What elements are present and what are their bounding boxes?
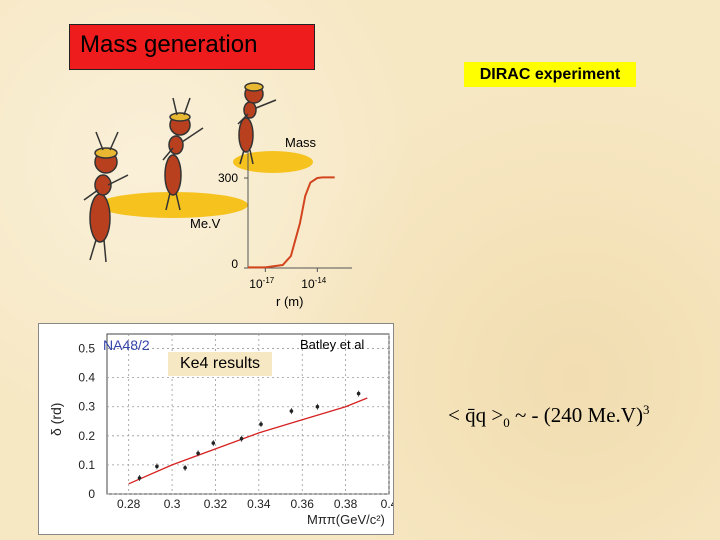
mass-chart: 0 300 10-17 10-14 xyxy=(218,150,352,291)
ant-right xyxy=(237,82,277,165)
phase-y-tick-label: 0.1 xyxy=(78,458,95,472)
mass-x-tick-label: 10-14 xyxy=(301,276,326,291)
batley-reference: Batley et al xyxy=(300,337,365,352)
condensate-relation: ~ - (240 Me.V) xyxy=(509,403,643,427)
mass-x-label: r (m) xyxy=(276,294,304,309)
condensate-open: < xyxy=(448,403,466,427)
phase-shift-chart: 0.28 0.3 0.32 0.34 0.36 0.38 0.4 0 0.1 0.2 0.3 0.4 0… xyxy=(48,333,393,527)
data-point xyxy=(315,404,320,409)
ant-left xyxy=(83,131,129,263)
data-point xyxy=(259,422,263,426)
ke4-results-label: Ke4 results xyxy=(168,352,272,376)
slide-title: Mass generation xyxy=(69,24,315,70)
condensate-exponent: 3 xyxy=(642,402,650,417)
data-point xyxy=(155,464,159,469)
phase-y-tick-label: 0.5 xyxy=(78,342,95,356)
phase-x-tick-label: 0.32 xyxy=(204,497,228,511)
dirac-experiment-label: DIRAC experiment xyxy=(464,62,636,87)
phase-y-tick-label: 0.3 xyxy=(78,400,95,414)
mass-x-tick-label: 10-17 xyxy=(249,276,274,291)
phase-x-tick-label: 0.34 xyxy=(247,497,271,511)
condensate-q: q xyxy=(475,403,487,427)
phase-y-tick-label: 0.4 xyxy=(78,371,95,385)
mass-y-tick-label: 0 xyxy=(231,257,238,271)
mass-y-unit: Me.V xyxy=(190,216,221,231)
data-point xyxy=(289,409,294,413)
phase-y-tick-label: 0 xyxy=(88,487,95,501)
mass-curve xyxy=(248,176,335,269)
data-point xyxy=(183,466,187,470)
quark-condensate-formula: < q̄q >0 ~ - (240 Me.V)3 xyxy=(448,402,708,442)
condensate-close: > xyxy=(486,403,504,427)
phase-x-tick-label: 0.36 xyxy=(291,497,315,511)
phase-x-label: Mππ(GeV/c²) xyxy=(307,512,385,527)
ground-patch-right xyxy=(233,151,313,173)
na48-legend-label: NA48/2 xyxy=(103,337,150,353)
phase-x-tick-label: 0.4 xyxy=(381,497,393,511)
data-point xyxy=(196,451,200,456)
phase-x-tick-label: 0.3 xyxy=(164,497,181,511)
condensate-subscript: 0 xyxy=(503,415,510,431)
mass-y-tick-label: 300 xyxy=(218,171,238,185)
phase-y-label: δ (rd) xyxy=(48,403,64,436)
data-point xyxy=(137,476,142,480)
fit-line xyxy=(128,397,368,485)
data-point xyxy=(239,436,244,441)
phase-x-tick-label: 0.38 xyxy=(334,497,358,511)
ant-illustration xyxy=(83,82,313,263)
mass-y-label: Mass xyxy=(285,135,317,150)
data-point xyxy=(211,441,216,445)
phase-x-tick-label: 0.28 xyxy=(117,497,141,511)
ground-patch-left xyxy=(98,192,248,218)
ant-middle xyxy=(162,97,204,211)
condensate-qbar: q̄ xyxy=(465,403,476,427)
phase-y-tick-label: 0.2 xyxy=(78,429,95,443)
data-point xyxy=(356,391,361,396)
